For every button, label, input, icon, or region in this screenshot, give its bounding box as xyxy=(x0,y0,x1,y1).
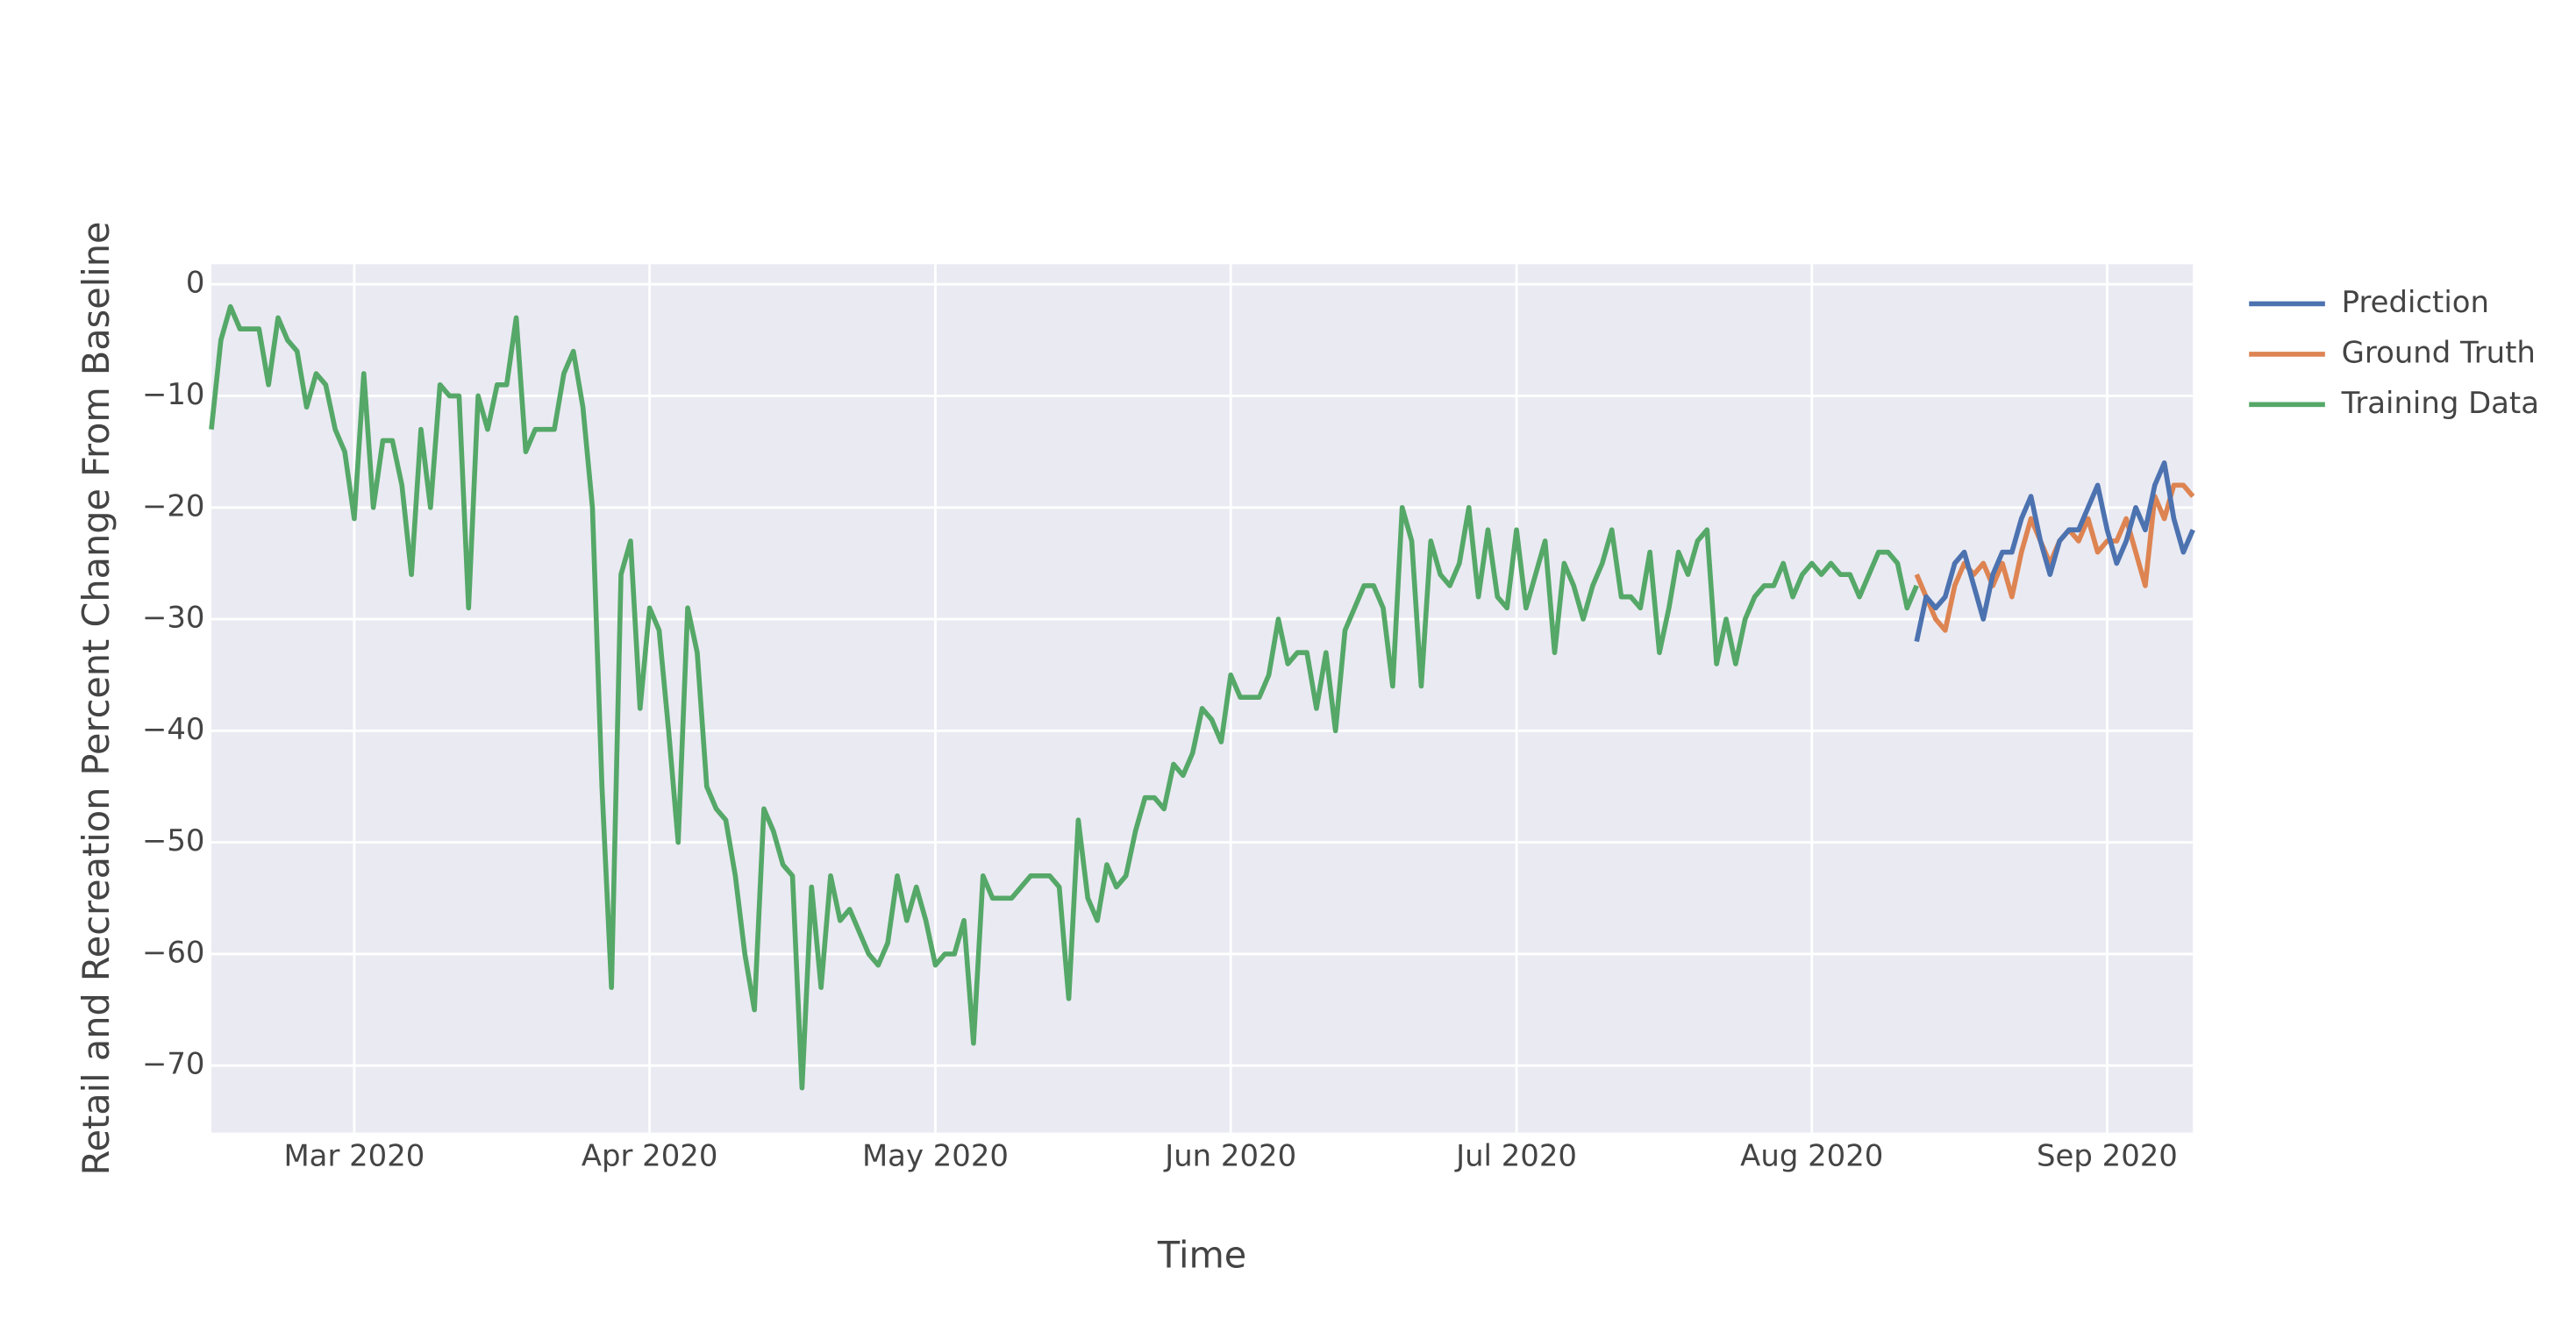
y-tick-label: −50 xyxy=(142,823,204,858)
y-tick-label: −30 xyxy=(142,601,204,635)
x-tick-label: Sep 2020 xyxy=(2037,1138,2178,1172)
x-tick-label: Jun 2020 xyxy=(1163,1138,1296,1172)
series-line xyxy=(1914,460,2195,643)
x-axis-title: Time xyxy=(1157,1235,1246,1277)
x-tick-label: May 2020 xyxy=(862,1138,1009,1172)
x-tick-label: Aug 2020 xyxy=(1740,1138,1883,1172)
legend-label: Ground Truth xyxy=(2342,335,2536,369)
x-tick-label: Mar 2020 xyxy=(283,1138,425,1172)
x-tick-label: Apr 2020 xyxy=(582,1138,718,1172)
legend-label: Training Data xyxy=(2341,386,2539,420)
series-line xyxy=(209,303,1919,1091)
y-tick-label: −10 xyxy=(142,377,204,411)
plot-area xyxy=(211,264,2194,1133)
x-tick-label: Jul 2020 xyxy=(1454,1138,1577,1172)
y-tick-label: −60 xyxy=(142,935,204,969)
y-tick-label: −20 xyxy=(142,488,204,523)
y-tick-label: 0 xyxy=(186,266,205,300)
legend-label: Prediction xyxy=(2342,285,2489,319)
y-tick-label: −40 xyxy=(142,712,204,746)
y-axis-title: Retail and Recreation Percent Change Fro… xyxy=(75,222,118,1176)
y-tick-label: −70 xyxy=(142,1047,204,1081)
